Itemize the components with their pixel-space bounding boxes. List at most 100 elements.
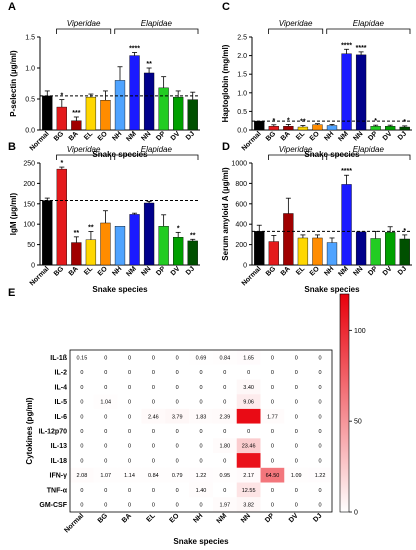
heatmap-cell-label: 0	[80, 429, 83, 435]
bar-ba	[283, 213, 294, 266]
panel-letter-B: B	[8, 141, 16, 153]
y-tick-label: 100	[23, 222, 35, 229]
heatmap-cell	[93, 408, 118, 424]
heatmap-cell	[236, 408, 261, 424]
heatmap-cell-label: 0	[128, 414, 131, 420]
bar-dv	[173, 237, 184, 266]
y-tick-label: 800	[235, 181, 247, 188]
heatmap-cell	[260, 482, 285, 498]
heatmap-cell	[260, 350, 285, 365]
heatmap-cell-label: 0	[128, 458, 131, 464]
heatmap-cell	[117, 350, 142, 365]
heatmap-cell-label: 0	[223, 385, 226, 391]
heatmap-cell	[236, 497, 261, 512]
heatmap-cell	[308, 467, 332, 483]
heatmap-cell	[70, 467, 94, 483]
heatmap-row-label: IL-18	[51, 458, 67, 465]
heatmap-cell-label: 0	[80, 370, 83, 376]
heatmap-cell-label: 0	[295, 444, 298, 450]
heatmap-cell	[284, 497, 309, 512]
bar-ba	[283, 126, 294, 131]
heatmap-cell	[284, 364, 309, 380]
heatmap-cell	[93, 423, 118, 439]
group-label: Viperidae	[279, 19, 313, 28]
significance-mark: **	[88, 225, 94, 232]
heatmap-cell-label: 0	[199, 503, 202, 509]
heatmap-cell-label: 0	[104, 355, 107, 361]
heatmap-cell	[93, 394, 118, 409]
heatmap-cell-label: 0	[128, 370, 131, 376]
y-axis-label: Cytokines (pg/ml)	[25, 397, 34, 464]
bar-bg	[56, 168, 67, 266]
heatmap-cell-label: 0	[271, 488, 274, 494]
bar-eo	[100, 100, 111, 131]
heatmap-cell-label: 0	[104, 414, 107, 420]
heatmap-cell	[189, 350, 213, 365]
bar-ba	[71, 242, 82, 266]
heatmap-cell-label: 0	[271, 370, 274, 376]
significance-mark: **	[146, 61, 152, 68]
x-tick-label: NN	[140, 265, 152, 277]
heatmap-cell	[70, 350, 94, 365]
heatmap-cell	[189, 497, 213, 512]
heatmap-row-label: IL-2	[55, 370, 68, 377]
heatmap-cell-label: 0	[152, 444, 155, 450]
heatmap-column-label: EL	[145, 512, 157, 524]
x-tick-label: DV	[170, 130, 182, 142]
heatmap-cell	[93, 379, 118, 395]
heatmap-cell	[117, 497, 142, 512]
bar-dv	[173, 96, 184, 131]
heatmap-cell-label: 0	[319, 429, 322, 435]
y-tick-label: 1.5	[25, 35, 35, 42]
significance-mark: *	[403, 119, 406, 126]
heatmap-cell	[117, 379, 142, 395]
heatmap-cell	[308, 379, 332, 395]
bar-normal	[254, 231, 265, 266]
heatmap-cell-label: 0	[319, 370, 322, 376]
x-tick-label: DV	[170, 265, 182, 277]
heatmap-cell	[117, 467, 142, 483]
heatmap-cell	[236, 482, 261, 498]
heatmap-cell	[93, 453, 118, 468]
x-tick-label: DJ	[397, 130, 408, 141]
heatmap-column-label: Normal	[63, 512, 85, 534]
heatmap-cell-label: 1.07	[100, 473, 111, 479]
y-tick-label: 150	[23, 201, 35, 208]
heatmap-row-label: IL-4	[55, 384, 68, 391]
heatmap-cell	[236, 453, 261, 468]
heatmap-cell	[212, 467, 237, 483]
x-tick-label: DJ	[185, 130, 196, 141]
y-tick-label: 0.0	[25, 128, 35, 135]
heatmap-cell-label: 0	[104, 444, 107, 450]
heatmap-cell	[165, 467, 190, 483]
heatmap-cell	[70, 497, 94, 512]
bar-normal	[254, 120, 265, 131]
group-bracket	[326, 28, 411, 34]
heatmap-column-label: DJ	[312, 512, 323, 523]
heatmap-cell-label: 0	[128, 355, 131, 361]
group-bracket	[268, 28, 324, 34]
heatmap-cell-label: 0	[152, 429, 155, 435]
heatmap-cell	[260, 438, 285, 454]
heatmap-row-label: IL-13	[51, 443, 67, 450]
heatmap-cell	[141, 423, 166, 439]
heatmap-cell-label: 0	[223, 370, 226, 376]
heatmap-cell	[70, 394, 94, 409]
heatmap-cell	[93, 482, 118, 498]
heatmap-cell	[70, 423, 94, 439]
heatmap-cell	[117, 408, 142, 424]
x-tick-label: BA	[280, 130, 292, 142]
heatmap-cell	[260, 379, 285, 395]
heatmap-cell	[212, 423, 237, 439]
heatmap-cell-label: 0	[152, 385, 155, 391]
heatmap-cell	[141, 350, 166, 365]
x-tick-label: BA	[280, 265, 292, 277]
x-tick-label: DP	[367, 130, 379, 142]
x-tick-label: EL	[295, 265, 307, 277]
heatmap-cell	[189, 364, 213, 380]
heatmap-cell	[93, 438, 118, 454]
panel-letter-C: C	[222, 1, 230, 13]
group-label: Elapidae	[141, 145, 173, 154]
x-tick-label: NH	[323, 130, 335, 142]
heatmap-cell	[117, 453, 142, 468]
